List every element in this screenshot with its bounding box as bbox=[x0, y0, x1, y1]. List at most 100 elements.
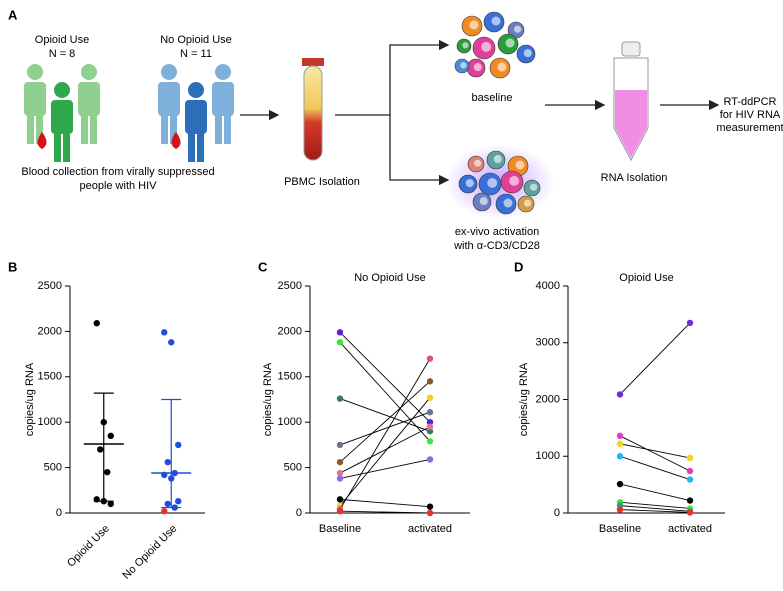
caption: ex-vivo activation bbox=[455, 226, 539, 238]
x-tick-label: activated bbox=[668, 523, 712, 535]
pair-line bbox=[619, 501, 691, 509]
cell-nucleus bbox=[530, 183, 538, 191]
cell-nucleus bbox=[509, 175, 520, 186]
dot bbox=[426, 409, 434, 416]
y-tick-label: 2000 bbox=[278, 325, 302, 337]
dot bbox=[616, 506, 624, 513]
cell-nucleus bbox=[493, 155, 502, 164]
dot bbox=[426, 428, 434, 435]
dot bbox=[161, 329, 168, 336]
caption: PBMC Isolation bbox=[284, 176, 360, 188]
dot bbox=[100, 419, 107, 426]
group-n: N = 8 bbox=[49, 48, 76, 60]
dot bbox=[107, 432, 114, 440]
person-leg bbox=[161, 112, 168, 144]
person-head bbox=[188, 82, 204, 98]
cell-nucleus bbox=[523, 49, 532, 58]
blood-drop bbox=[171, 132, 181, 149]
x-tick-label: activated bbox=[408, 523, 452, 535]
dot bbox=[100, 497, 107, 505]
caption: for HIV RNA bbox=[720, 109, 781, 121]
dot bbox=[426, 394, 434, 401]
blood-tube bbox=[302, 58, 324, 161]
dot bbox=[426, 438, 434, 445]
dot bbox=[164, 500, 171, 508]
person-leg bbox=[197, 130, 204, 162]
rna-tube bbox=[613, 41, 649, 162]
dot bbox=[93, 320, 100, 327]
y-tick-label: 500 bbox=[284, 462, 302, 474]
caption: RNA Isolation bbox=[601, 172, 668, 184]
chart-title: No Opioid Use bbox=[354, 272, 426, 284]
person-body bbox=[51, 100, 73, 134]
dot bbox=[426, 419, 434, 426]
cell-nucleus bbox=[474, 159, 482, 167]
dot bbox=[336, 469, 344, 477]
dot bbox=[168, 339, 175, 346]
y-tick-label: 4000 bbox=[536, 280, 560, 292]
caption: baseline bbox=[472, 92, 513, 104]
cell-nucleus bbox=[469, 20, 479, 30]
dot bbox=[426, 378, 434, 385]
panel-label: D bbox=[514, 259, 523, 274]
person-head bbox=[215, 64, 231, 80]
dot bbox=[107, 500, 114, 508]
y-tick-label: 500 bbox=[44, 462, 62, 474]
cell-nucleus bbox=[503, 198, 513, 208]
person-leg bbox=[215, 112, 222, 144]
person-leg bbox=[27, 112, 34, 144]
y-tick-label: 3000 bbox=[536, 337, 560, 349]
y-axis-label: copies/ug RNA bbox=[24, 362, 36, 436]
dot bbox=[426, 503, 434, 510]
dot bbox=[336, 475, 344, 482]
person-body bbox=[185, 100, 207, 134]
dot bbox=[686, 319, 694, 327]
dot bbox=[426, 423, 434, 430]
person-leg bbox=[188, 130, 195, 162]
pair-line bbox=[619, 505, 691, 512]
dot bbox=[336, 441, 344, 449]
dot bbox=[175, 441, 182, 449]
person-head bbox=[161, 64, 177, 80]
person-body bbox=[24, 82, 46, 116]
dot bbox=[336, 339, 344, 346]
cell-nucleus bbox=[460, 62, 467, 69]
dot bbox=[686, 476, 694, 483]
pair-line bbox=[339, 411, 431, 446]
cell-nucleus bbox=[505, 38, 515, 48]
y-tick-label: 0 bbox=[56, 507, 62, 519]
cell-nucleus bbox=[465, 179, 474, 188]
y-tick-label: 1500 bbox=[38, 371, 62, 383]
dot bbox=[616, 440, 624, 447]
dot bbox=[426, 355, 434, 362]
person-leg bbox=[81, 112, 88, 144]
y-tick-label: 0 bbox=[296, 507, 302, 519]
x-tick-label: Opioid Use bbox=[65, 523, 112, 570]
dot bbox=[426, 456, 434, 463]
dot bbox=[686, 497, 694, 504]
cell-nucleus bbox=[487, 177, 498, 188]
dot bbox=[168, 475, 175, 482]
pair-line bbox=[619, 509, 691, 513]
panel-label: A bbox=[8, 7, 18, 22]
person-leg bbox=[90, 112, 97, 144]
caption: people with HIV bbox=[79, 180, 157, 192]
pair-line bbox=[619, 483, 691, 501]
cell-nucleus bbox=[481, 41, 492, 52]
dot bbox=[171, 469, 178, 477]
dot bbox=[336, 458, 344, 466]
pair-line bbox=[339, 381, 431, 463]
person-leg bbox=[63, 130, 70, 162]
person-head bbox=[27, 64, 43, 80]
y-tick-label: 1500 bbox=[278, 371, 302, 383]
dot bbox=[93, 496, 100, 503]
pair-line bbox=[339, 426, 431, 474]
dot bbox=[97, 446, 104, 453]
pair-line bbox=[619, 455, 691, 480]
panel-label: B bbox=[8, 259, 17, 274]
cell-nucleus bbox=[462, 42, 469, 49]
dot bbox=[175, 497, 182, 505]
arrows bbox=[240, 39, 720, 186]
caption: RT-ddPCR bbox=[724, 96, 777, 108]
y-tick-label: 1000 bbox=[536, 450, 560, 462]
